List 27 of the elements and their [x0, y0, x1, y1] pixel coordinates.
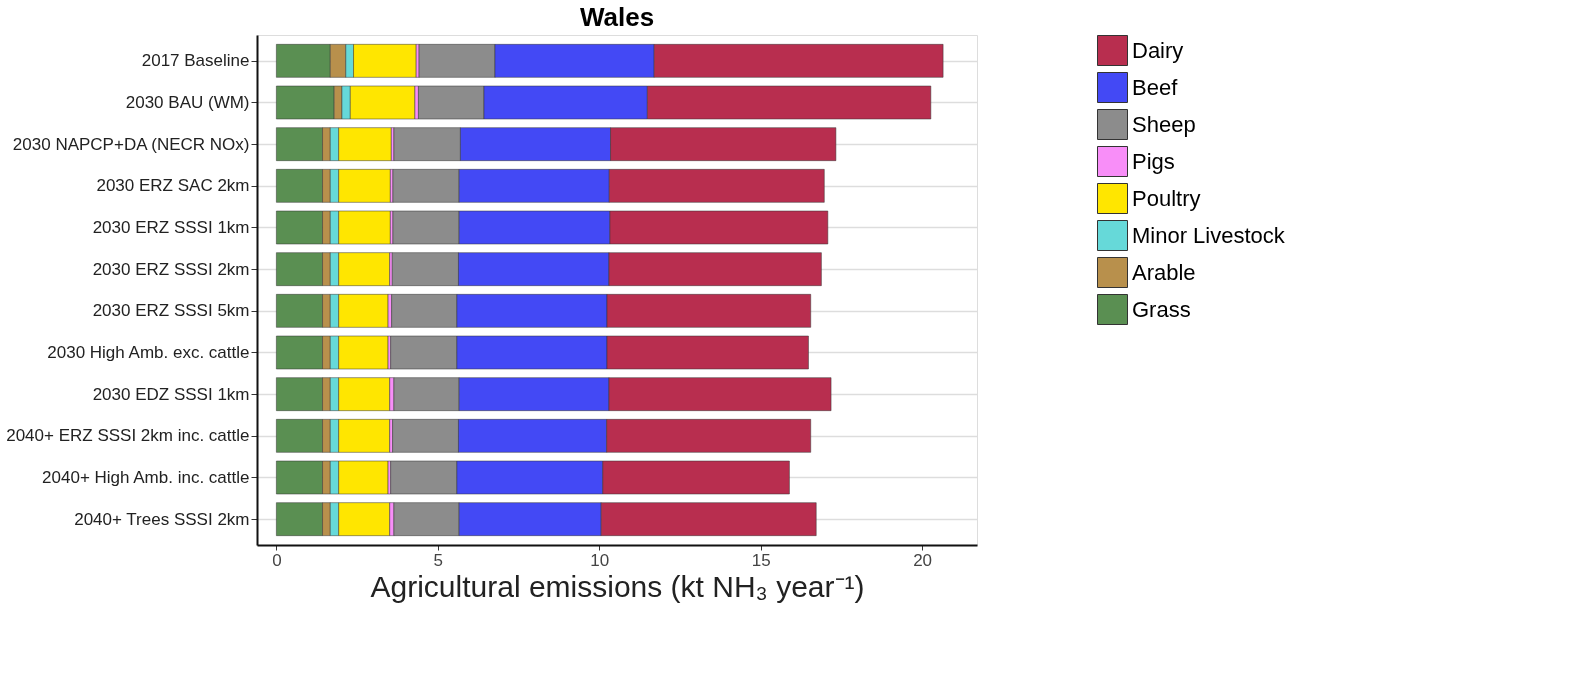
legend-label: Grass — [1132, 296, 1191, 322]
legend-label: Poultry — [1132, 185, 1201, 211]
legend-label: Minor Livestock — [1132, 222, 1286, 248]
x-tick-label: 5 — [433, 550, 444, 570]
y-tick-label: 2030 EDZ SSSI 1km — [92, 384, 250, 404]
legend-label: Sheep — [1132, 111, 1196, 137]
chart-title: Wales — [579, 2, 655, 32]
legend-label: Beef — [1132, 74, 1179, 100]
y-tick-label: 2040+ ERZ SSSI 2km inc. cattle — [6, 426, 250, 446]
legend-label: Dairy — [1132, 37, 1184, 63]
y-tick-label: 2030 BAU (WM) — [125, 93, 250, 112]
y-tick-label: 2030 ERZ SAC 2km — [96, 176, 250, 196]
y-tick-label: 2030 NAPCP+DA (NECR NOx) — [12, 134, 250, 154]
x-tick-label: 20 — [913, 550, 933, 570]
y-tick-label: 2030 ERZ SSSI 1km — [92, 218, 250, 237]
legend-label: Pigs — [1132, 148, 1175, 174]
legend-label: Arable — [1132, 259, 1196, 285]
x-tick-label: 0 — [272, 550, 282, 570]
x-tick-label: 10 — [590, 550, 610, 570]
x-tick-label: 15 — [751, 550, 771, 570]
y-tick-label: 2040+ High Amb. inc. cattle — [42, 468, 250, 487]
y-tick-label: 2030 ERZ SSSI 2km — [92, 259, 250, 279]
y-tick-label: 2030 ERZ SSSI 5km — [92, 301, 250, 321]
y-tick-label: 2040+ Trees SSSI 2km — [74, 509, 250, 529]
y-tick-label: 2017 Baseline — [141, 51, 250, 71]
y-tick-label: 2030 High Amb. exc. cattle — [47, 343, 250, 362]
x-axis-title: Agricultural emissions (kt NH₃ year⁻¹) — [370, 569, 865, 603]
